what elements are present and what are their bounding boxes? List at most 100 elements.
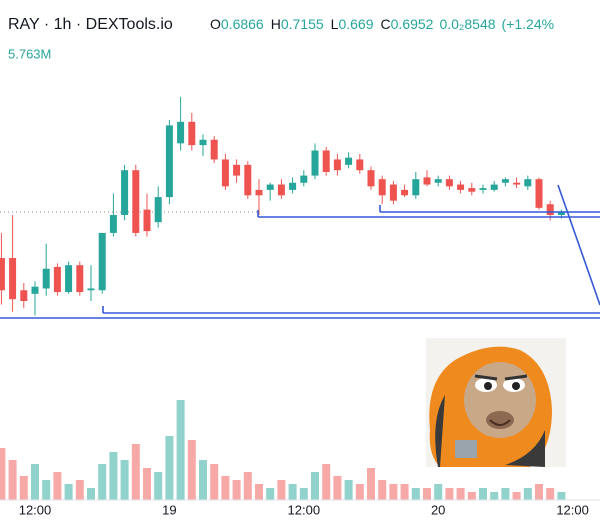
volume-bar	[367, 468, 375, 500]
candle-body	[546, 204, 554, 215]
ohlc-legend: O0.6866 H0.7155 L0.669 C0.6952 0.0₂8548 (+1.2…	[210, 16, 554, 32]
volume-bar	[501, 488, 510, 500]
ohlc-value: 0.7155	[281, 16, 324, 32]
x-tick-label: 19	[162, 502, 176, 517]
volume-bar	[131, 444, 140, 500]
candle-body	[468, 188, 476, 192]
candle-body	[266, 184, 274, 190]
volume-bar	[266, 488, 275, 500]
candle-body	[65, 265, 73, 293]
volume-bar	[445, 488, 454, 500]
candle-body	[132, 170, 140, 233]
x-tick-label: 12:00	[556, 502, 589, 517]
candle-body	[322, 150, 330, 172]
volume-bar	[557, 492, 566, 500]
volume-bar	[232, 480, 241, 500]
candle-body	[367, 170, 375, 187]
candle-body	[333, 159, 341, 171]
volume-bar	[31, 464, 39, 500]
candle-body	[311, 150, 319, 176]
volume-bar	[378, 480, 387, 500]
volume-bar	[389, 484, 398, 500]
volume-bar	[109, 452, 118, 500]
volume-bar	[187, 440, 196, 500]
ohlc-value: 0.6866	[221, 16, 264, 32]
volume-label: 5.763M	[8, 46, 51, 61]
volume-bar	[423, 488, 431, 500]
volume-bar	[355, 484, 364, 500]
chart-title: RAY · 1h · DEXTools.io	[8, 16, 173, 33]
candle-body	[535, 179, 543, 208]
candle-body	[345, 157, 353, 165]
candle-body	[165, 125, 173, 198]
candle-body	[76, 265, 84, 293]
volume-bar	[87, 488, 95, 500]
candle-body	[9, 258, 17, 300]
candle-body	[87, 288, 95, 291]
candle-body	[300, 175, 308, 183]
candle-body	[389, 184, 397, 201]
change-pct: (+1.24%	[502, 16, 555, 32]
candle-body	[98, 232, 106, 291]
candle-body	[434, 179, 442, 183]
meme-image	[426, 338, 566, 467]
candle-body	[244, 164, 252, 196]
volume-bar	[98, 464, 107, 500]
candle-body	[412, 179, 420, 196]
candle-body	[31, 286, 39, 294]
volume-bar	[490, 492, 499, 500]
candle-body	[423, 177, 431, 185]
candle-body	[501, 179, 509, 183]
candle-body	[143, 209, 151, 232]
candle-body	[457, 184, 465, 190]
candle-body	[199, 139, 207, 146]
candle-body	[277, 184, 285, 196]
ohlc-key: L	[331, 16, 339, 32]
volume-bar	[400, 484, 409, 500]
candle-body	[177, 121, 185, 144]
candle-body	[0, 258, 5, 291]
volume-bar	[8, 460, 17, 500]
volume-bar	[288, 484, 297, 500]
volume-bar	[243, 472, 252, 500]
volume-bar	[210, 464, 219, 500]
candle-body	[109, 215, 117, 233]
candle-body	[53, 266, 61, 293]
candle-body	[401, 189, 409, 196]
x-tick-label: 12:00	[19, 502, 52, 517]
volume-bar	[535, 484, 543, 500]
volume-bar	[154, 472, 163, 500]
volume-bar	[143, 468, 151, 500]
candle-body	[289, 182, 297, 190]
candle-body	[188, 121, 196, 146]
volume-bar	[75, 480, 84, 500]
ohlc-key: C	[381, 16, 391, 32]
volume-bar	[255, 484, 263, 500]
candle-body	[121, 170, 129, 215]
ohlc-key: O	[210, 16, 221, 32]
volume-bar	[512, 492, 521, 500]
ohlc-value: 0.669	[338, 16, 373, 32]
volume-bar	[64, 484, 73, 500]
ohlc-value: 0.6952	[391, 16, 434, 32]
volume-bar	[322, 464, 331, 500]
candle-body	[255, 189, 263, 196]
change: 0.0₂8548	[439, 16, 495, 32]
volume-bar	[53, 472, 62, 500]
candle-body	[524, 179, 532, 187]
candle-body	[233, 164, 241, 176]
volume-bar	[434, 484, 443, 500]
volume-bar	[176, 400, 185, 500]
candle-body	[42, 268, 50, 289]
ohlc-values: O0.6866 H0.7155 L0.669 C0.6952 0.0₂8548 (+1.2…	[210, 16, 554, 32]
volume-bar	[479, 488, 487, 500]
candle-body	[378, 179, 386, 196]
candle-body	[490, 184, 498, 190]
volume-bar	[411, 488, 420, 500]
candle-body	[210, 139, 218, 160]
volume-bar	[120, 460, 129, 500]
volume-bar	[546, 488, 555, 500]
candle-body	[221, 159, 229, 187]
volume-bar	[467, 492, 476, 500]
